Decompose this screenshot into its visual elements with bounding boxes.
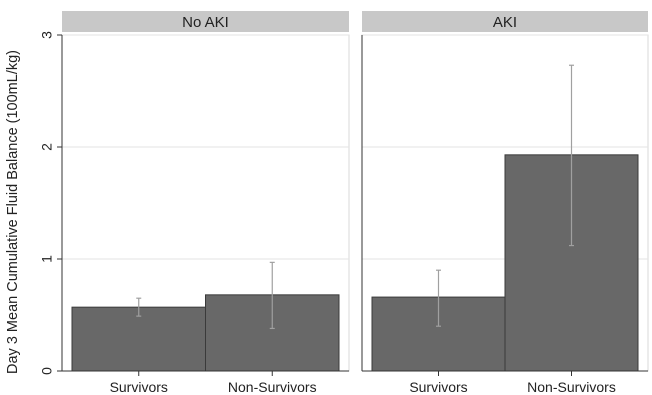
x-tick-label-0-0: Survivors xyxy=(110,379,168,395)
panel-header-0 xyxy=(62,11,349,32)
x-tick-label-1-1: Non-Survivors xyxy=(527,379,616,395)
bar-0-0 xyxy=(71,306,206,372)
y-tick-label-3: 3 xyxy=(39,31,55,39)
y-tick-label-0: 0 xyxy=(39,367,55,375)
x-tick-label-0-1: Non-Survivors xyxy=(228,379,317,395)
panel-title-0: No AKI xyxy=(182,14,229,31)
panel-1: AKI Survivors Non-Survivors xyxy=(361,11,649,395)
panel-header-1 xyxy=(362,11,648,32)
x-tick-label-1-0: Survivors xyxy=(409,379,467,395)
y-tick-label-2: 2 xyxy=(39,143,55,151)
y-axis-title: Day 3 Mean Cumulative Fluid Balance (100… xyxy=(5,50,21,374)
panels-layer: No AKI Survivors Non-Survivors AKI Survivors… xyxy=(61,11,649,395)
y-tick-label-1: 1 xyxy=(39,255,55,263)
panel-0: No AKI Survivors Non-Survivors xyxy=(61,11,350,395)
panel-title-1: AKI xyxy=(493,14,517,31)
y-tick-layer: 0 1 2 3 xyxy=(39,31,62,375)
